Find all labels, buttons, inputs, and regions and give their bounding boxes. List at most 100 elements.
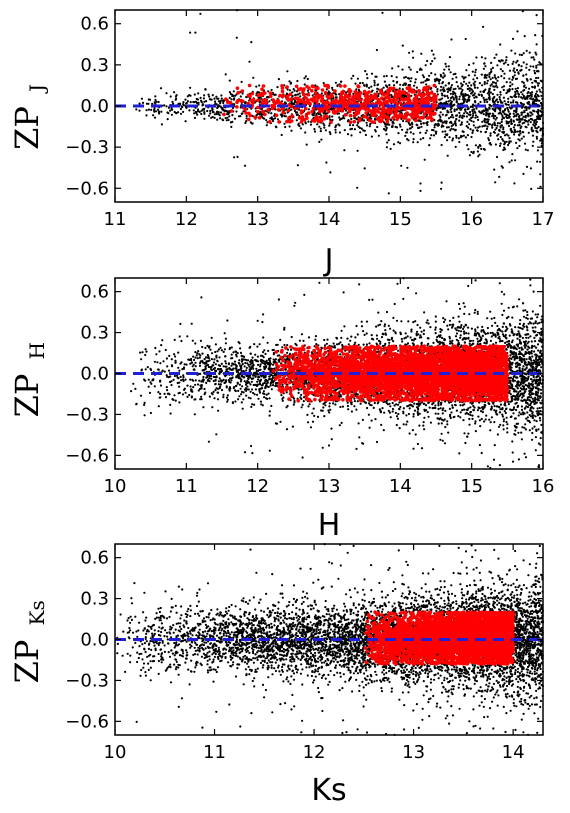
scatter-point-black	[328, 124, 331, 127]
scatter-point-black	[540, 94, 543, 97]
scatter-point-black	[236, 155, 239, 158]
scatter-point-black	[334, 81, 337, 84]
scatter-point-black	[530, 111, 533, 114]
scatter-point-black	[531, 134, 535, 137]
scatter-point-red	[312, 95, 317, 100]
scatter-point-red	[296, 97, 300, 101]
scatter-point-black	[523, 119, 527, 122]
scatter-point-black	[467, 63, 471, 66]
scatter-point-black	[309, 426, 313, 429]
scatter-point-black	[494, 128, 497, 131]
scatter-point-black	[479, 144, 482, 147]
scatter-point-black	[180, 105, 183, 108]
scatter-point-black	[213, 116, 216, 119]
scatter-point-black	[338, 118, 342, 121]
scatter-point-black	[494, 99, 498, 102]
scatter-point-red	[356, 84, 360, 88]
scatter-point-black	[270, 112, 273, 115]
scatter-point-black	[531, 129, 534, 133]
scatter-point-black	[432, 53, 435, 56]
scatter-point-black	[397, 132, 400, 135]
scatter-point-black	[182, 101, 185, 104]
scatter-point-black	[182, 103, 185, 106]
scatter-point-black	[539, 129, 542, 132]
scatter-point-black	[186, 335, 189, 338]
scatter-point-red	[235, 105, 239, 109]
scatter-point-black	[160, 344, 163, 347]
scatter-point-black	[413, 402, 416, 405]
scatter-point-black	[502, 88, 505, 92]
scatter-point-black	[505, 140, 508, 143]
scatter-point-black	[454, 145, 457, 148]
scatter-point-black	[517, 133, 521, 136]
scatter-point-black	[485, 112, 488, 115]
scatter-point-black	[509, 128, 512, 131]
scatter-point-red	[414, 94, 419, 99]
scatter-point-black	[463, 115, 466, 118]
scatter-point-black	[534, 321, 537, 324]
scatter-point-black	[519, 118, 523, 121]
scatter-point-black	[398, 110, 401, 113]
scatter-point-black	[318, 140, 321, 143]
scatter-point-black	[363, 129, 366, 132]
scatter-point-black	[301, 456, 304, 459]
scatter-point-black	[460, 90, 463, 93]
scatter-point-black	[348, 124, 352, 127]
scatter-point-black	[340, 80, 343, 83]
scatter-point-black	[509, 95, 512, 98]
scatter-point-black	[539, 173, 542, 176]
scatter-point-black	[497, 138, 500, 141]
scatter-point-black	[284, 125, 287, 129]
scatter-point-black	[192, 109, 195, 112]
scatter-point-black	[362, 343, 365, 346]
scatter-point-red	[311, 84, 315, 89]
scatter-point-red	[395, 117, 399, 122]
scatter-point-red	[326, 100, 330, 105]
scatter-point-black	[224, 117, 227, 120]
scatter-point-black	[169, 412, 172, 415]
scatter-point-black	[228, 91, 231, 94]
scatter-point-black	[352, 74, 355, 77]
scatter-point-black	[399, 125, 402, 128]
scatter-point-black	[452, 98, 455, 101]
scatter-point-black	[201, 352, 204, 355]
scatter-point-black	[175, 94, 178, 97]
scatter-point-black	[502, 424, 505, 427]
scatter-point-black	[531, 113, 534, 116]
scatter-point-black	[373, 117, 376, 121]
scatter-point-black	[483, 82, 486, 86]
scatter-point-black	[498, 122, 501, 125]
scatter-point-black	[449, 92, 452, 95]
scatter-point-red	[287, 116, 291, 120]
scatter-point-black	[532, 407, 535, 410]
scatter-point-red	[222, 112, 226, 117]
scatter-point-black	[514, 109, 518, 112]
scatter-point-black	[474, 80, 477, 83]
scatter-point-black	[381, 407, 384, 410]
scatter-point-black	[446, 154, 449, 157]
scatter-point-black	[443, 94, 446, 97]
scatter-point-black	[507, 124, 511, 128]
scatter-point-black	[322, 122, 325, 125]
scatter-point-black	[540, 153, 543, 156]
scatter-point-black	[466, 99, 469, 102]
scatter-point-black	[466, 144, 469, 147]
scatter-point-black	[338, 131, 341, 134]
scatter-point-black	[461, 116, 464, 119]
ticks-j: 11 12 13 14 15 16 170.60.30.0−0.3−0.6	[65, 10, 554, 230]
scatter-point-black	[349, 128, 352, 131]
scatter-point-black	[489, 421, 492, 424]
scatter-point-black	[188, 109, 191, 112]
scatter-point-black	[383, 80, 386, 83]
scatter-point-black	[400, 320, 403, 323]
scatter-point-red	[415, 99, 420, 104]
scatter-point-black	[165, 386, 168, 389]
scatter-point-black	[502, 130, 506, 134]
scatter-point-black	[514, 130, 517, 133]
scatter-point-black	[222, 108, 225, 111]
scatter-point-black	[526, 329, 529, 332]
scatter-point-black	[230, 353, 233, 356]
scatter-point-black	[231, 120, 234, 123]
scatter-point-black	[442, 72, 445, 75]
scatter-point-black	[451, 114, 454, 117]
